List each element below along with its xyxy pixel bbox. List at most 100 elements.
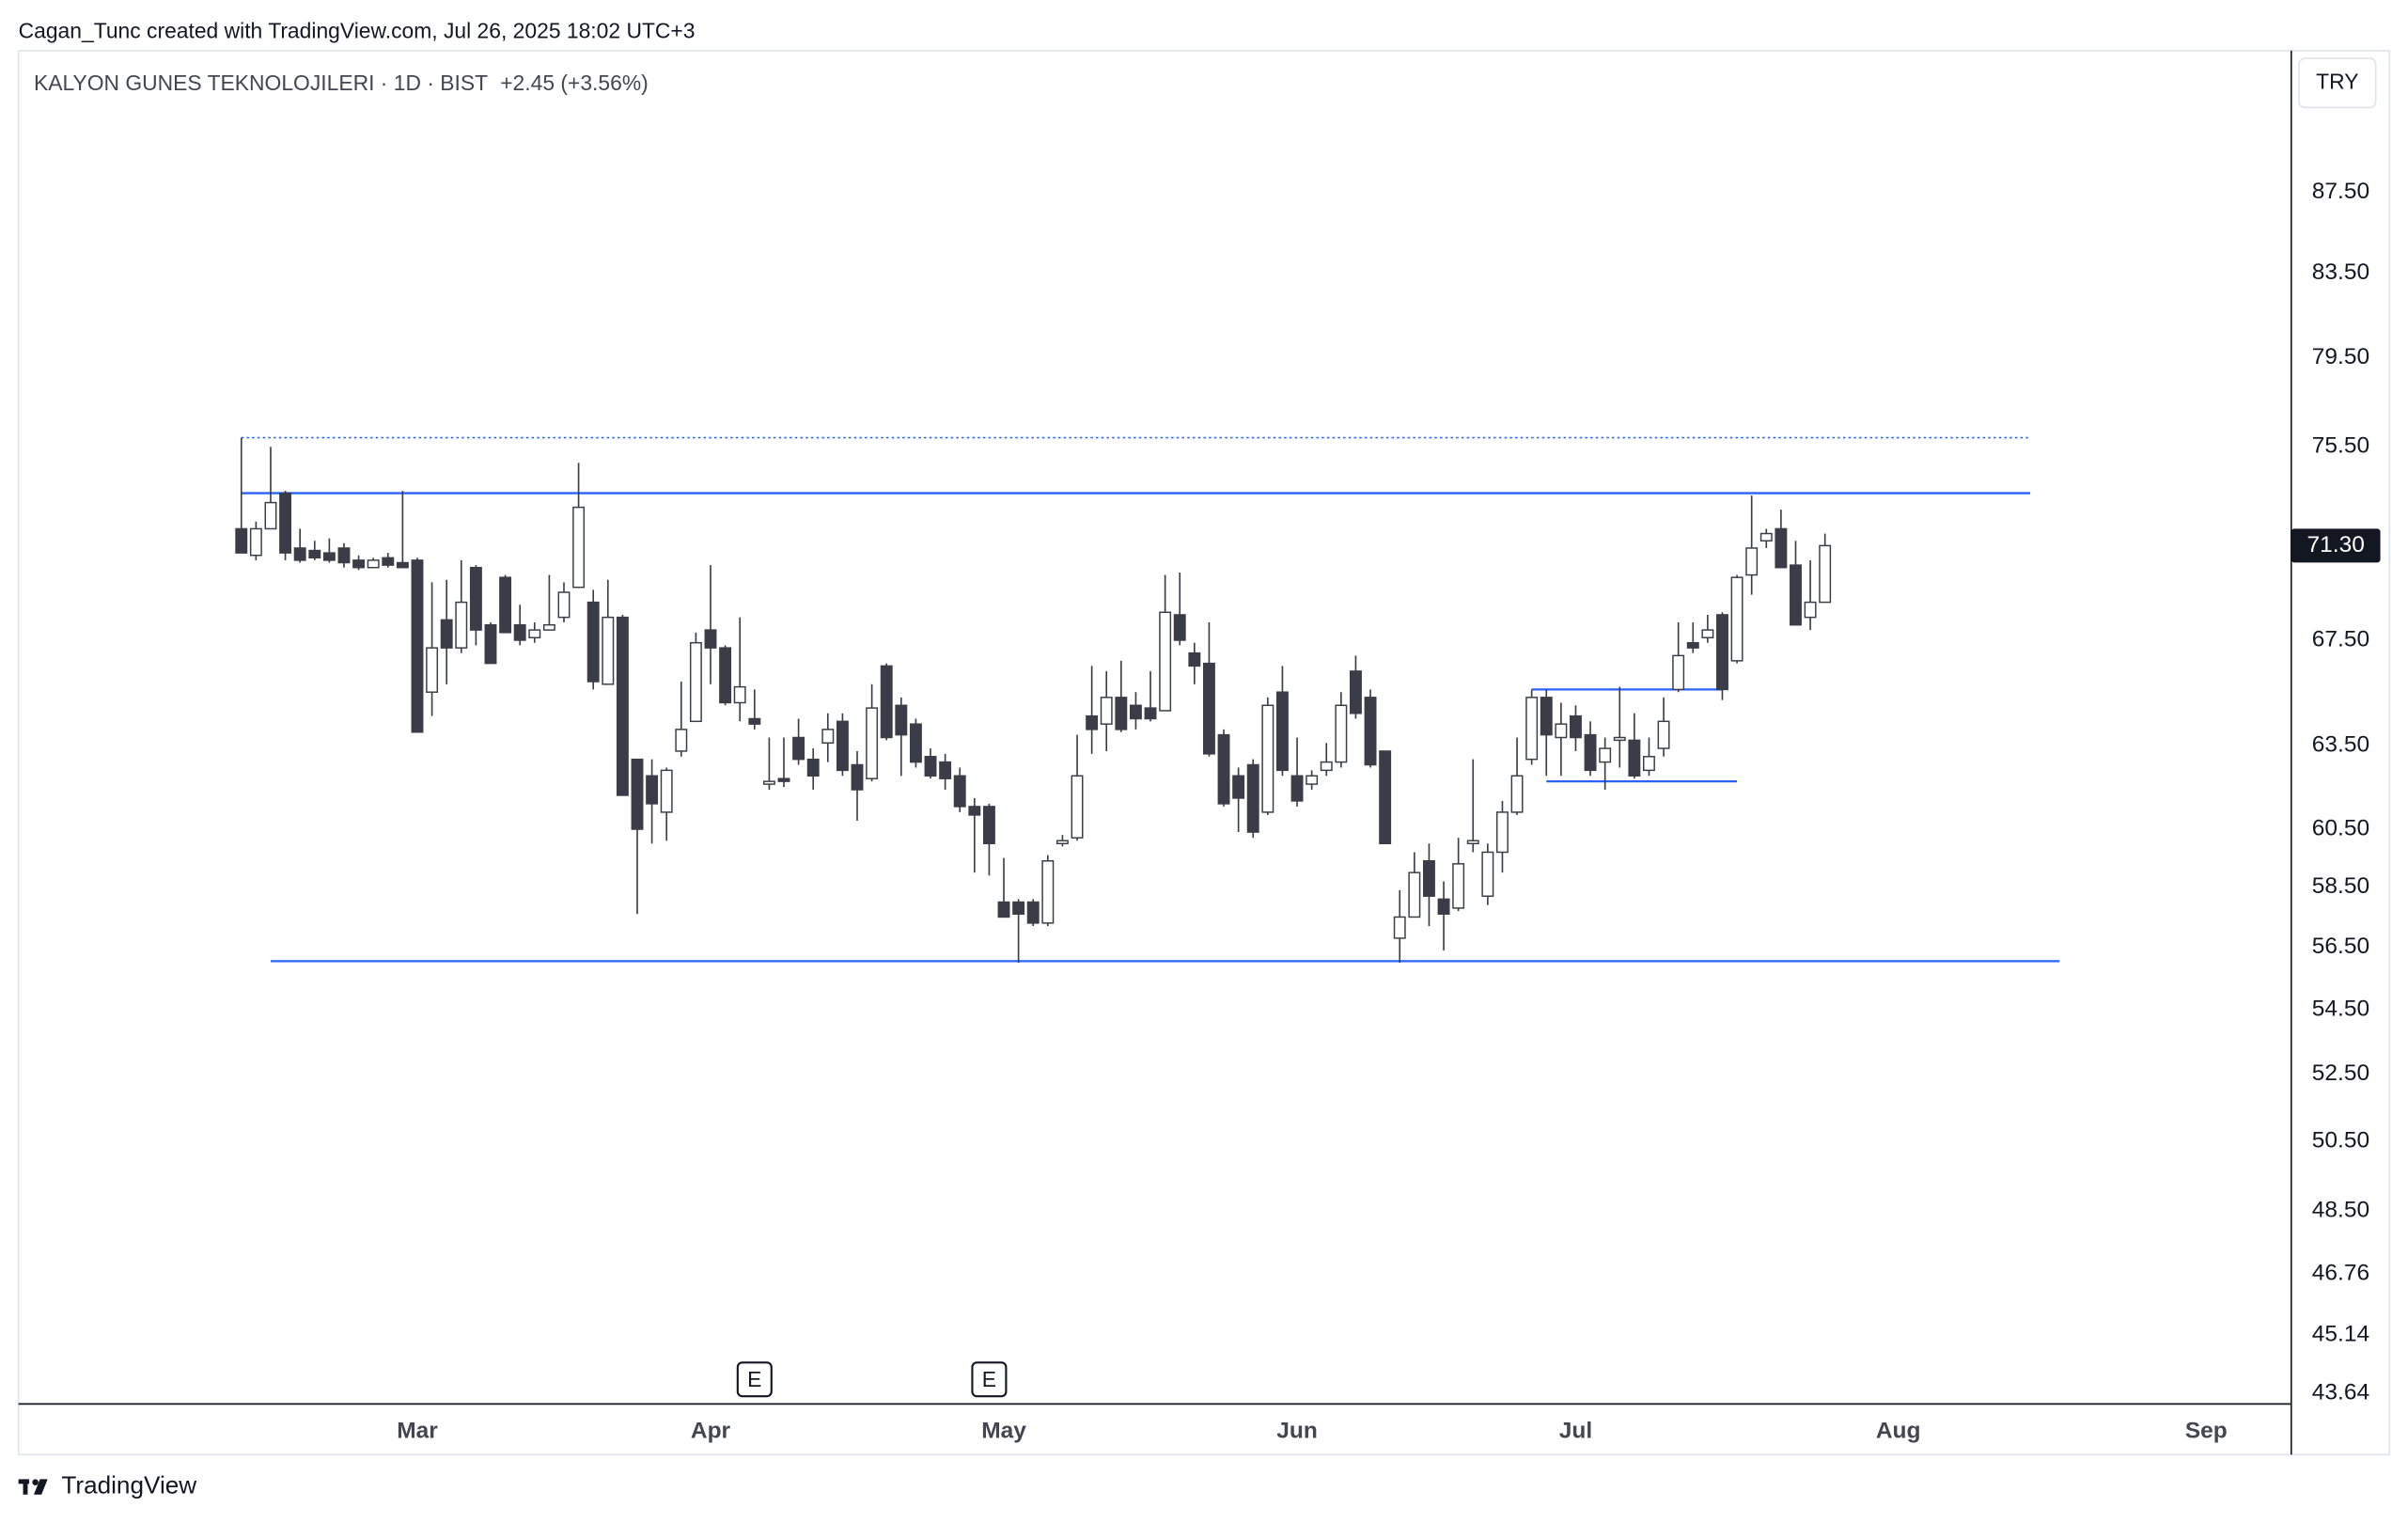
candle-body [1437,898,1450,915]
candle-body [469,566,482,631]
event-box [971,1361,1008,1398]
candle-body [528,629,541,638]
candle-body [1745,547,1759,576]
y-tick-label: 50.50 [2312,1127,2369,1153]
candle-body [1701,629,1714,638]
candle-body [1408,871,1421,919]
y-tick-label: 48.50 [2312,1198,2369,1223]
candle-body [792,736,805,761]
candle-body [1335,704,1348,763]
candle-body [1730,576,1743,662]
candle-body [1232,775,1245,799]
y-tick-label: 46.76 [2312,1261,2369,1286]
candle-body [646,775,659,805]
y-tick-label: 54.50 [2312,996,2369,1021]
candle-body [1041,860,1055,924]
candle-body [689,641,702,723]
candle-body [455,601,468,649]
candle-body [1686,641,1699,649]
price-change: +2.45 (+3.56%) [500,71,649,95]
candle-body [733,685,746,704]
candle-body [1349,670,1362,714]
candle-body [1173,614,1186,641]
y-tick-label: 67.50 [2312,626,2369,652]
candle-body [1628,739,1641,777]
candle-body [1570,714,1582,739]
candle-body [1217,733,1230,805]
candles [235,437,1832,963]
candle-body [1672,654,1685,691]
candle-body [1071,775,1084,839]
candle-body [337,547,351,564]
brand: TradingView [61,1471,196,1499]
candle-body [1496,811,1509,854]
candle-body [557,591,571,619]
candle-body [1026,901,1040,924]
candle-body [1775,527,1788,569]
candle-body [293,547,306,561]
candle-body [1012,901,1025,915]
candle-body [719,647,732,704]
candle-body [909,723,922,763]
candle-body [953,775,966,808]
candle-body [1275,691,1289,772]
y-tick-label: 56.50 [2312,934,2369,959]
candle-body [1643,756,1655,772]
attribution: Cagan_Tunc created with TradingView.com,… [19,18,696,42]
candle-body [1657,720,1670,749]
candle-body [704,629,717,649]
y-tick-label: 87.50 [2312,179,2369,204]
y-tick-label: 75.50 [2312,433,2369,459]
candle-body [675,729,688,752]
candle-body [1759,532,1773,542]
candle-body [499,576,512,634]
candle-body [1379,750,1392,845]
y-tick-label: 52.50 [2312,1060,2369,1086]
candle-body [1540,697,1553,736]
candle-body [924,756,937,777]
candle-body [762,780,775,785]
candle-body [631,758,644,830]
candle-body [1290,775,1304,802]
candle-body [1584,733,1597,772]
x-tick-label: Apr [691,1418,731,1443]
candle-body [1804,601,1817,619]
x-tick-label: Sep [2185,1418,2228,1443]
candle-body [1423,860,1435,897]
currency: TRY [2316,69,2358,93]
candle-body [322,552,336,561]
candle-body [836,720,849,772]
currency-box [2298,57,2377,109]
candle-body [821,729,835,745]
candle-body [382,557,395,566]
candle-body [1188,652,1201,667]
candle-body [880,665,893,739]
candle-body [1790,564,1802,626]
candle-body [279,492,292,554]
candle-body [1510,775,1524,813]
candle-body [411,559,424,733]
candle-body [264,501,277,530]
x-tick-label: Jul [1559,1418,1592,1443]
candle-body [586,601,600,683]
x-tick-label: Aug [1876,1418,1921,1443]
event-label: E [747,1367,761,1391]
candle-body [602,616,615,685]
current-price-box [2291,528,2381,563]
candle-body [851,763,864,791]
candle-body [1246,763,1259,833]
y-tick-label: 83.50 [2312,259,2369,285]
brand-logo [18,1479,48,1495]
candle-body [235,527,248,554]
y-tick-label: 60.50 [2312,816,2369,841]
candle-body [660,769,673,813]
x-tick-label: May [981,1418,1026,1443]
candle-body [1452,863,1465,909]
y-tick-label: 58.50 [2312,873,2369,899]
candle-body [1525,697,1539,761]
y-tick-label: 45.14 [2312,1321,2369,1346]
candle-body [1481,851,1494,897]
x-tick-label: Mar [397,1418,438,1443]
